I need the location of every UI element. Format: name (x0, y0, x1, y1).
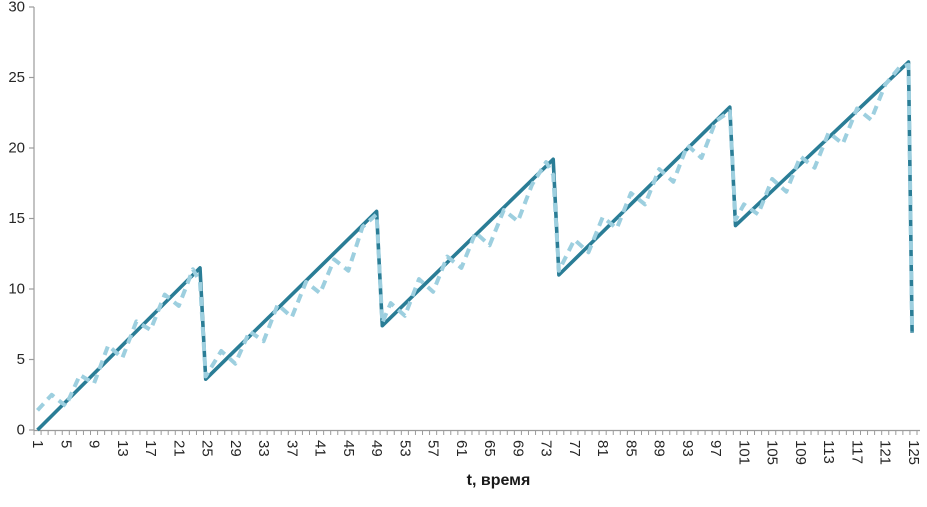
x-tick-label: 33 (255, 440, 272, 457)
x-tick-label: 69 (509, 440, 526, 457)
y-tick-label: 5 (17, 351, 25, 368)
x-tick-label: 17 (142, 440, 159, 457)
series-observed-noisy-line (36, 62, 915, 412)
x-tick-label: 85 (622, 440, 639, 457)
x-tick-label: 29 (227, 440, 244, 457)
x-tick-label: 93 (679, 440, 696, 457)
x-tick-label: 89 (651, 440, 668, 457)
x-tick-label: 45 (340, 440, 357, 457)
x-tick-label: 121 (877, 440, 894, 465)
x-tick-label: 53 (396, 440, 413, 457)
x-tick-label: 97 (707, 440, 724, 457)
x-tick-label: 9 (86, 440, 103, 448)
series-sawtooth-model-line (36, 60, 914, 432)
y-tick-label: 30 (8, 0, 25, 16)
y-tick-label: 25 (8, 69, 25, 86)
y-tick-label: 10 (8, 281, 25, 298)
x-tick-label: 1 (29, 440, 46, 448)
x-tick-label: 41 (312, 440, 329, 457)
x-tick-label: 109 (792, 440, 809, 465)
x-tick-label: 61 (453, 440, 470, 457)
x-tick-label: 77 (566, 440, 583, 457)
x-tick-label: 5 (57, 440, 74, 448)
x-tick-label: 25 (199, 440, 216, 457)
x-tick-label: 105 (764, 440, 781, 465)
x-tick-label: 13 (114, 440, 131, 457)
y-tick-label: 20 (8, 140, 25, 157)
y-tick-label: 0 (17, 422, 25, 439)
x-tick-label: 125 (905, 440, 922, 465)
x-tick-label: 73 (538, 440, 555, 457)
x-tick-label: 21 (170, 440, 187, 457)
x-tick-label: 65 (481, 440, 498, 457)
x-axis-title: t, время (466, 472, 531, 489)
x-tick-label: 57 (425, 440, 442, 457)
x-tick-label: 101 (735, 440, 752, 465)
x-tick-label: 37 (283, 440, 300, 457)
x-tick-label: 49 (368, 440, 385, 457)
x-tick-label: 81 (594, 440, 611, 457)
x-tick-label: 113 (820, 440, 837, 464)
y-tick-label: 15 (8, 210, 25, 227)
x-tick-label: 117 (848, 440, 865, 464)
